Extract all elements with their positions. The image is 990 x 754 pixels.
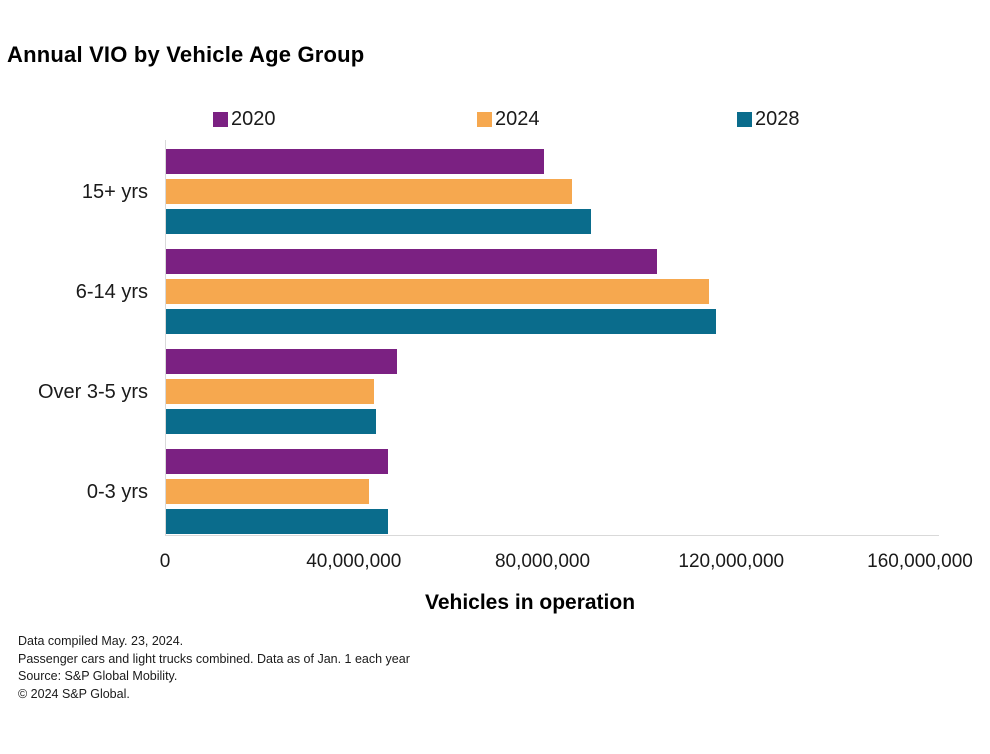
bar-2024-6-14-yrs — [166, 279, 709, 304]
legend-label: 2024 — [495, 107, 540, 130]
legend-item-2024: 2024 — [477, 105, 540, 133]
legend-item-2020: 2020 — [213, 105, 276, 133]
x-axis-ticks: 0 40,000,000 80,000,000 120,000,000 160,000,… — [160, 551, 973, 575]
bar-2024-over-3-5-yrs — [166, 379, 374, 404]
category-label: 15+ yrs — [81, 180, 148, 203]
category-label: 6-14 yrs — [75, 280, 148, 303]
footer: Data compiled May. 23, 2024. Passenger ca… — [18, 633, 410, 703]
footer-line: Passenger cars and light trucks combined… — [18, 651, 410, 666]
plot-area — [165, 140, 939, 536]
x-tick-label: 120,000,000 — [678, 551, 785, 572]
x-tick-label: 160,000,000 — [867, 551, 973, 572]
x-axis-title: Vehicles in operation — [424, 591, 636, 614]
bar-2028-6-14-yrs — [166, 309, 716, 334]
category-label: Over 3-5 yrs — [37, 380, 148, 403]
bar-2028-0-3-yrs — [166, 509, 388, 534]
legend-swatch-icon — [477, 111, 492, 127]
x-tick-label: 80,000,000 — [494, 551, 591, 572]
chart-title: Annual VIO by Vehicle Age Group — [7, 42, 365, 67]
legend-label: 2020 — [231, 107, 276, 130]
bar-2020-6-14-yrs — [166, 249, 657, 274]
bar-2020-0-3-yrs — [166, 449, 388, 474]
bar-2024-0-3-yrs — [166, 479, 369, 504]
category-label: 0-3 yrs — [86, 480, 148, 503]
legend: 2020 2024 2028 — [0, 105, 990, 133]
x-tick-label: 0 — [159, 551, 171, 572]
legend-swatch-icon — [737, 111, 752, 127]
footer-line: © 2024 S&P Global. — [18, 686, 130, 701]
bar-2020-15+-yrs — [166, 149, 544, 174]
legend-label: 2028 — [755, 107, 800, 130]
bar-group-0-3-yrs — [166, 449, 921, 534]
x-axis-line — [165, 535, 939, 536]
legend-item-2028: 2028 — [737, 105, 800, 133]
footer-line: Source: S&P Global Mobility. — [18, 669, 178, 683]
bar-group-6-14-yrs — [166, 249, 921, 334]
bar-group-15+-yrs — [166, 149, 921, 234]
bar-group-over-3-5-yrs — [166, 349, 921, 434]
bar-2028-15+-yrs — [166, 209, 591, 234]
x-tick-label: 40,000,000 — [306, 551, 402, 572]
footer-line: Data compiled May. 23, 2024. — [18, 634, 184, 648]
bar-2024-15+-yrs — [166, 179, 572, 204]
legend-swatch-icon — [213, 111, 228, 127]
y-axis-line — [165, 140, 166, 536]
bar-2028-over-3-5-yrs — [166, 409, 376, 434]
bar-2020-over-3-5-yrs — [166, 349, 398, 374]
